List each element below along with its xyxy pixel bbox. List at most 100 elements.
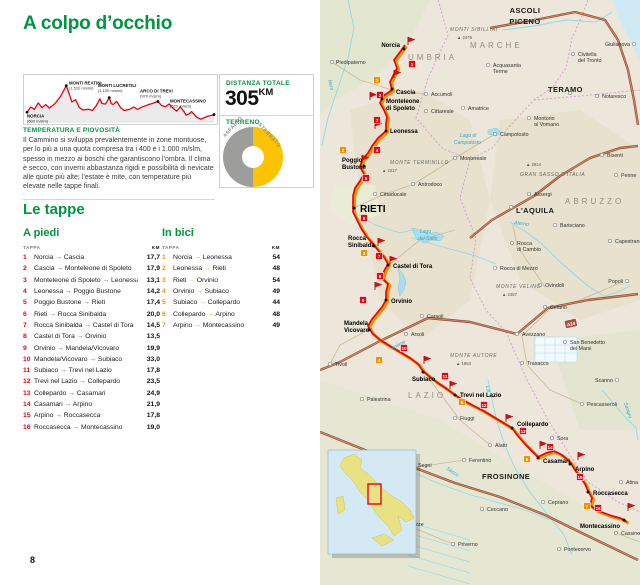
stage-km: 24,9	[146, 389, 160, 397]
map-label: Civitella	[578, 52, 597, 58]
flag-icon	[393, 69, 402, 78]
stage-marker-walk-number: 10	[401, 346, 407, 351]
map-label: Aterno	[513, 220, 530, 228]
canal-line	[407, 543, 471, 563]
elevation-chart: NORCIA (600 m/slm) MONTI REATINI (1.510 m/s…	[23, 74, 218, 125]
map-label: Sora	[557, 436, 568, 442]
table-row: 2 Leonessa → Rieti 48	[162, 263, 280, 274]
arrow-icon: →	[64, 288, 72, 296]
stage-marker-walk-number: 5	[365, 176, 368, 181]
route-town-dot	[380, 97, 384, 101]
map-label: Terme	[493, 69, 508, 75]
flag-icon	[389, 255, 398, 264]
map-label: Collepardo	[517, 422, 549, 428]
peak-elevation: (970 m/slm)	[140, 93, 162, 98]
arrow-icon: →	[64, 401, 72, 408]
stage-marker-walk-number: 9	[362, 298, 365, 303]
route-town-dot	[384, 298, 388, 302]
route-town-dot	[421, 370, 425, 374]
route-town-dot	[362, 164, 366, 168]
route-map: A24123456712345678910111213141516UMBRIAM…	[320, 0, 640, 585]
map-label: ▲ 1853	[456, 361, 472, 366]
arrow-icon: →	[72, 423, 80, 431]
region-boundary	[533, 89, 640, 101]
route-town-dot	[453, 393, 457, 397]
town-dot	[423, 91, 429, 97]
map-label: ▲ 2476	[457, 35, 473, 40]
stage-km: 17,9	[146, 265, 160, 273]
distance-value: 305KM	[225, 87, 274, 110]
arrow-icon: →	[56, 265, 64, 273]
stage-km: 19,0	[146, 423, 160, 431]
stage-route: Subiaco → Collepardo	[173, 299, 241, 307]
stage-number: 1	[23, 254, 27, 262]
map-label: Monteleone	[386, 99, 420, 105]
town-dot	[452, 415, 458, 421]
minor-road	[329, 329, 369, 365]
route-town-dot	[372, 244, 376, 248]
map-label: Rocca	[517, 241, 532, 247]
flag-pennant	[369, 91, 378, 98]
stage-number: 12	[23, 378, 31, 386]
stage-marker-bike	[583, 502, 591, 510]
stage-km: 20,0	[146, 310, 160, 318]
flag-pennant	[627, 502, 636, 509]
town-dot	[567, 90, 573, 96]
map-label: ABRUZZO	[565, 197, 624, 206]
stage-km: 44	[272, 299, 280, 307]
stage-number: 5	[23, 299, 27, 307]
arrow-icon: →	[76, 333, 84, 341]
map-label: Antrodoco	[418, 182, 442, 188]
stage-marker-walk	[360, 214, 368, 222]
map-label: Arsoli	[411, 332, 424, 338]
stage-marker-bike-number: 6	[526, 457, 529, 462]
map-label: dei Marsi	[570, 346, 592, 352]
town-dot	[419, 313, 425, 319]
peak-dot	[64, 84, 68, 88]
town-dot	[519, 360, 525, 366]
stage-marker-walk	[546, 443, 554, 451]
town-dot	[614, 377, 620, 383]
stage-route: Casamari → Arpino	[34, 401, 93, 408]
highway-shield: A24	[564, 318, 578, 329]
stage-number: 14	[23, 401, 31, 408]
stage-number: 7	[162, 321, 166, 329]
town-dot	[461, 457, 467, 463]
sea-area	[612, 0, 640, 62]
map-label: FROSINONE	[482, 472, 530, 481]
flag-pennant	[423, 355, 432, 362]
flag-icon	[361, 154, 370, 163]
climate-heading: TEMPERATURA E PIOVOSITÀ	[23, 127, 121, 134]
peak-label: ARCO DI TREVI	[140, 89, 173, 94]
peak-elevation: (1.100 m/slm)	[98, 88, 123, 93]
walking-stages-table: TAPPA KM 1 Norcia → Cascia 17,7 2 Cascia → Mon…	[23, 243, 160, 433]
stage-marker-walk-number: 12	[481, 403, 487, 408]
arrow-icon: →	[89, 355, 97, 363]
town-dot	[372, 191, 378, 197]
map-label: Cascia	[396, 90, 416, 96]
stage-marker-walk-number: 3	[376, 118, 379, 123]
table-row: 16 Roccasecca → Montecassino 19,0	[23, 421, 160, 432]
town-dot	[492, 265, 498, 271]
stage-marker-walk	[441, 372, 449, 380]
map-label: Campotosto	[454, 140, 481, 146]
flag-pennant	[539, 440, 548, 447]
town-dot	[452, 155, 458, 161]
map-label: Montecassino	[580, 524, 620, 530]
route-town-dot	[386, 263, 390, 267]
stage-km: 48	[272, 265, 280, 273]
map-label: Lago di	[460, 133, 477, 139]
stage-km: 33,0	[146, 355, 160, 363]
stage-route: Collepardo → Casamari	[34, 389, 106, 397]
peak-label: NORCIA	[27, 114, 45, 119]
stage-marker-bike-number: 5	[461, 400, 464, 405]
route-town-dot	[586, 490, 590, 494]
stage-marker-walk-number: 2	[379, 93, 382, 98]
map-label: Notaresco	[602, 94, 626, 100]
town-dot	[562, 339, 568, 345]
stage-number: 6	[23, 310, 27, 318]
italy-silhouette	[339, 453, 415, 537]
distance-label: DISTANZA TOTALE	[226, 80, 290, 87]
elevation-area	[27, 85, 214, 123]
stage-marker-walk-number: 11	[443, 374, 448, 379]
